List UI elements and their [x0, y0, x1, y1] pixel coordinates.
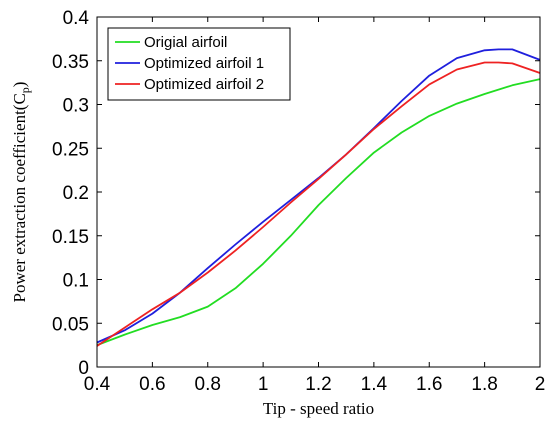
y-tick-label: 0.3	[63, 96, 89, 117]
x-tick-label: 1.8	[471, 374, 497, 395]
legend-label: Optimized airfoil 1	[144, 55, 264, 72]
legend: Origial airfoil Optimized airfoil 1 Optimi…	[107, 27, 291, 101]
x-tick-label: 0.8	[195, 374, 221, 395]
y-tick-label: 0.35	[52, 52, 89, 73]
ticks-layer: 0.4 0.6 0.8 1 1.2 1.4 1.6 1.8 2 0 0.05 0.1 0.15 0.2 0.…	[52, 8, 545, 395]
x-axis-title: Tip - speed ratio	[263, 399, 374, 418]
x-tick-label: 1	[258, 374, 269, 395]
y-axis-title-close: )	[10, 82, 29, 88]
y-tick-label: 0.05	[52, 314, 89, 335]
x-tick-label: 1.6	[416, 374, 442, 395]
y-tick-label: 0.15	[52, 227, 89, 248]
y-axis-title: Power extraction coefficient(Cp)	[10, 82, 32, 303]
y-tick-label: 0.4	[63, 8, 90, 29]
series-line	[96, 61, 541, 347]
y-axis-title-subscript: p	[18, 87, 32, 93]
x-tick-label: 1.4	[361, 374, 388, 395]
y-tick-label: 0.25	[52, 139, 89, 160]
legend-label: Optimized airfoil 2	[144, 76, 264, 93]
y-tick-label: 0.2	[63, 183, 89, 204]
y-axis-title-main: Power extraction coefficient(C	[10, 93, 29, 302]
x-tick-label: 0.4	[84, 374, 111, 395]
x-tick-label: 1.2	[305, 374, 331, 395]
y-tick-label: 0.1	[63, 271, 89, 292]
series-line	[96, 78, 541, 346]
y-tick-label: 0	[78, 358, 89, 379]
x-tick-label: 0.6	[139, 374, 165, 395]
legend-label: Origial airfoil	[144, 34, 227, 51]
series-layer	[96, 48, 541, 347]
x-tick-label: 2	[535, 374, 546, 395]
legend-box	[107, 27, 291, 101]
